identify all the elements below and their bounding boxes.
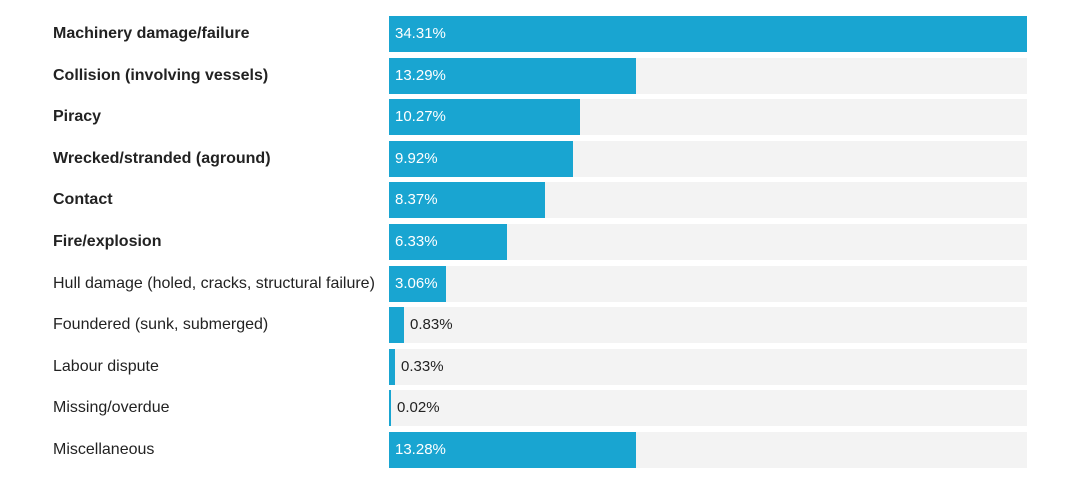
bar-track xyxy=(389,307,1027,343)
bar-track xyxy=(389,266,1027,302)
category-label: Machinery damage/failure xyxy=(53,25,250,42)
value-label: 8.37% xyxy=(395,191,438,208)
value-label: 34.31% xyxy=(395,25,446,42)
bar-row: Missing/overdue 0.02% xyxy=(0,390,1080,426)
category-label: Hull damage (holed, cracks, structural f… xyxy=(53,275,375,292)
bar-row: Miscellaneous 13.28% xyxy=(0,432,1080,468)
value-label: 0.33% xyxy=(401,358,444,375)
bar-row: Hull damage (holed, cracks, structural f… xyxy=(0,266,1080,302)
category-label: Labour dispute xyxy=(53,358,159,375)
value-label: 13.29% xyxy=(395,67,446,84)
value-label: 6.33% xyxy=(395,233,438,250)
bar-row: Fire/explosion 6.33% xyxy=(0,224,1080,260)
value-label: 10.27% xyxy=(395,108,446,125)
bar-row: Labour dispute 0.33% xyxy=(0,349,1080,385)
category-label: Missing/overdue xyxy=(53,399,170,416)
category-label: Foundered (sunk, submerged) xyxy=(53,316,269,333)
category-label: Collision (involving vessels) xyxy=(53,67,269,84)
value-label: 13.28% xyxy=(395,441,446,458)
category-label: Contact xyxy=(53,191,113,208)
bar-row: Machinery damage/failure 34.31% xyxy=(0,16,1080,52)
bar-row: Contact 8.37% xyxy=(0,182,1080,218)
value-label: 0.02% xyxy=(397,399,440,416)
bar xyxy=(389,307,404,343)
bar-row: Wrecked/stranded (aground) 9.92% xyxy=(0,141,1080,177)
category-label: Wrecked/stranded (aground) xyxy=(53,150,271,167)
bar xyxy=(389,141,573,177)
bar-track xyxy=(389,349,1027,385)
bar xyxy=(389,224,507,260)
value-label: 9.92% xyxy=(395,150,438,167)
value-label: 3.06% xyxy=(395,275,438,292)
bar-row: Piracy 10.27% xyxy=(0,99,1080,135)
category-label: Piracy xyxy=(53,108,102,125)
bar xyxy=(389,182,545,218)
bar xyxy=(389,58,636,94)
bar xyxy=(389,432,636,468)
bar-track xyxy=(389,390,1027,426)
category-label: Miscellaneous xyxy=(53,441,155,458)
bar-row: Foundered (sunk, submerged) 0.83% xyxy=(0,307,1080,343)
bar xyxy=(389,16,1027,52)
value-label: 0.83% xyxy=(410,316,453,333)
bar xyxy=(389,349,395,385)
bar xyxy=(389,390,391,426)
bar xyxy=(389,99,580,135)
bar-row: Collision (involving vessels) 13.29% xyxy=(0,58,1080,94)
category-label: Fire/explosion xyxy=(53,233,162,250)
bar xyxy=(389,266,446,302)
